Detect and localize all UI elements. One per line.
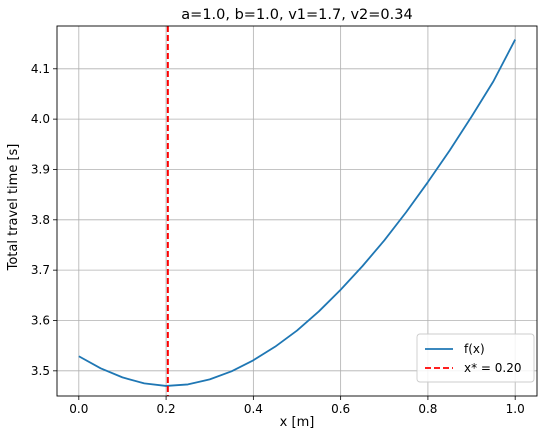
x-tick-label: 0.4 xyxy=(244,402,263,416)
plot-frame xyxy=(56,25,538,397)
x-axis-label: x [m] xyxy=(280,415,315,430)
chart-title: a=1.0, b=1.0, v1=1.7, v2=0.34 xyxy=(181,7,412,23)
plot-area xyxy=(78,26,516,396)
x-tick-label: 0.6 xyxy=(331,402,350,416)
x-axis: 0.0 0.2 0.4 0.6 0.8 1.0 xyxy=(69,396,525,416)
y-axis: 3.5 3.6 3.7 3.8 3.9 4.0 4.1 xyxy=(31,62,57,378)
grid xyxy=(57,26,537,396)
legend: f(x) x* = 0.20 xyxy=(416,333,535,383)
y-tick-label: 3.7 xyxy=(31,263,50,277)
legend-label-f: f(x) xyxy=(464,342,485,356)
x-tick-label: 0.2 xyxy=(157,402,176,416)
y-tick-label: 3.6 xyxy=(31,313,50,327)
y-axis-label: Total travel time [s] xyxy=(6,144,21,272)
x-tick-label: 0.0 xyxy=(69,402,88,416)
legend-box xyxy=(416,333,535,383)
y-tick-label: 3.8 xyxy=(31,213,50,227)
y-tick-label: 4.1 xyxy=(31,62,50,76)
y-tick-label: 3.5 xyxy=(31,364,50,378)
y-tick-label: 3.9 xyxy=(31,162,50,176)
series-line-f xyxy=(78,39,516,387)
x-tick-label: 0.8 xyxy=(418,402,437,416)
legend-label-xstar: x* = 0.20 xyxy=(464,361,522,375)
y-tick-label: 4.0 xyxy=(31,112,50,126)
x-tick-label: 1.0 xyxy=(506,402,525,416)
